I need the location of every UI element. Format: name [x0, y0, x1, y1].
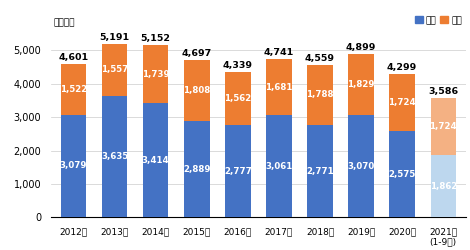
Text: 3,586: 3,586 — [428, 86, 458, 96]
Text: 1,739: 1,739 — [142, 70, 170, 79]
Text: （億円）: （億円） — [53, 18, 75, 27]
Bar — [184, 60, 210, 121]
Text: 4,741: 4,741 — [264, 48, 294, 57]
Text: 2,777: 2,777 — [224, 166, 252, 175]
Text: 2,771: 2,771 — [306, 166, 334, 175]
Bar — [431, 98, 456, 155]
Text: 1,681: 1,681 — [265, 82, 293, 92]
Bar — [348, 54, 374, 115]
Bar — [61, 64, 86, 114]
Bar — [102, 44, 127, 96]
Text: 3,079: 3,079 — [60, 162, 87, 170]
Bar — [143, 103, 169, 218]
Bar — [225, 72, 251, 124]
Bar — [431, 155, 456, 218]
Bar — [266, 115, 292, 218]
Text: 4,601: 4,601 — [59, 53, 89, 62]
Legend: 国内, 輸出: 国内, 輸出 — [411, 12, 465, 28]
Bar — [102, 96, 127, 218]
Text: 1,862: 1,862 — [430, 182, 457, 191]
Bar — [307, 125, 333, 218]
Text: 1,522: 1,522 — [60, 84, 87, 94]
Text: 4,559: 4,559 — [305, 54, 335, 63]
Bar — [266, 59, 292, 115]
Text: 5,191: 5,191 — [100, 33, 130, 42]
Text: 1,724: 1,724 — [430, 122, 457, 131]
Text: 3,070: 3,070 — [347, 162, 375, 170]
Text: 1,829: 1,829 — [347, 80, 375, 89]
Bar — [307, 65, 333, 125]
Text: 4,299: 4,299 — [387, 63, 417, 72]
Bar — [390, 74, 415, 131]
Text: 5,152: 5,152 — [141, 34, 171, 43]
Bar — [225, 124, 251, 218]
Text: 1,557: 1,557 — [101, 66, 128, 74]
Bar — [390, 131, 415, 218]
Bar — [143, 45, 169, 103]
Text: 2,889: 2,889 — [183, 165, 211, 174]
Text: 1,562: 1,562 — [224, 94, 251, 103]
Text: 4,339: 4,339 — [223, 62, 253, 70]
Text: 2,575: 2,575 — [389, 170, 416, 179]
Bar — [348, 115, 374, 218]
Text: 1,808: 1,808 — [183, 86, 211, 95]
Text: 4,697: 4,697 — [182, 50, 212, 58]
Text: 3,635: 3,635 — [101, 152, 128, 161]
Text: 4,899: 4,899 — [346, 43, 376, 52]
Text: 3,061: 3,061 — [266, 162, 293, 171]
Text: 1,788: 1,788 — [306, 90, 334, 100]
Text: 1,724: 1,724 — [388, 98, 416, 107]
Text: 3,414: 3,414 — [142, 156, 170, 165]
Bar — [61, 114, 86, 218]
Bar — [184, 121, 210, 218]
